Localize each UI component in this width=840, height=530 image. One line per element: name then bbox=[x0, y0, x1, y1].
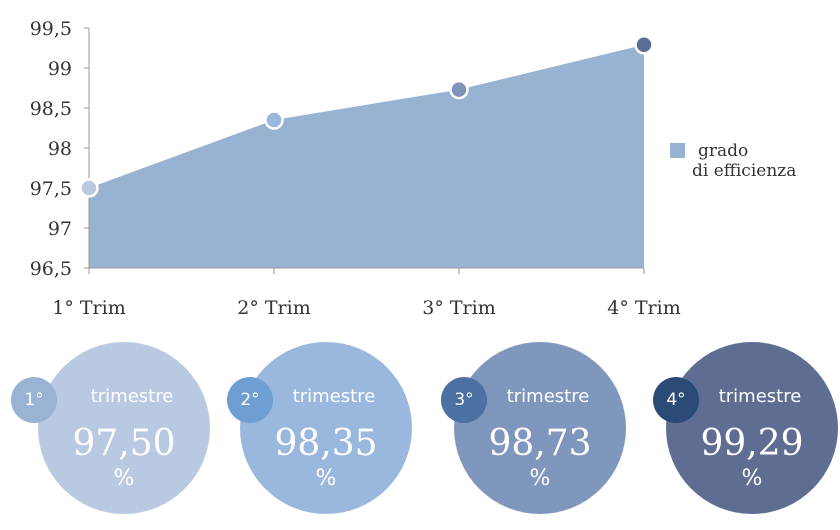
legend-swatch bbox=[670, 143, 685, 158]
data-points bbox=[79, 35, 654, 198]
efficiency-area bbox=[89, 44, 644, 268]
data-point bbox=[264, 110, 284, 130]
quarter-unit: % bbox=[113, 466, 135, 491]
quarter-badge: 4° bbox=[653, 377, 699, 423]
quarter-label: trimestre bbox=[90, 386, 174, 407]
quarter-summary: 1° trimestre 97,50 % 2° trimestre 98,35 … bbox=[0, 340, 840, 530]
quarter-circle bbox=[38, 342, 210, 514]
y-tick-label: 99,5 bbox=[30, 18, 72, 40]
quarter-label: trimestre bbox=[506, 386, 590, 407]
quarter-badge: 3° bbox=[441, 377, 487, 423]
x-tick-label: 2° Trim bbox=[237, 297, 310, 319]
legend-label-line1: grado bbox=[698, 141, 748, 161]
quarter-label: trimestre bbox=[718, 386, 802, 407]
x-tick-label: 3° Trim bbox=[422, 297, 495, 319]
x-tick-label: 4° Trim bbox=[607, 297, 680, 319]
x-tick-label: 1° Trim bbox=[52, 297, 125, 319]
quarter-value: 97,50 bbox=[72, 423, 176, 464]
quarter-value: 98,73 bbox=[488, 423, 592, 464]
area-chart: 96,5 97 97,5 98 98,5 99 99,5 1° Trim 2° Trim 3° … bbox=[30, 18, 797, 319]
quarter-card-3: 3° trimestre 98,73 % bbox=[441, 342, 626, 514]
quarter-circle bbox=[454, 342, 626, 514]
quarter-unit: % bbox=[741, 466, 763, 491]
y-tick-label: 97,5 bbox=[30, 178, 72, 200]
quarter-badge: 1° bbox=[11, 377, 57, 423]
data-point bbox=[449, 79, 469, 100]
quarter-card-2: 2° trimestre 98,35 % bbox=[227, 342, 412, 514]
quarter-unit: % bbox=[315, 466, 337, 491]
quarter-unit: % bbox=[529, 466, 551, 491]
y-tick-label: 98 bbox=[48, 138, 72, 160]
quarter-label: trimestre bbox=[292, 386, 376, 407]
y-axis-ticks: 96,5 97 97,5 98 98,5 99 99,5 bbox=[30, 18, 89, 280]
quarter-card-4: 4° trimestre 99,29 % bbox=[653, 342, 838, 514]
legend: grado di efficienza bbox=[670, 141, 796, 181]
x-axis-ticks: 1° Trim 2° Trim 3° Trim 4° Trim bbox=[52, 268, 681, 319]
quarter-value: 99,29 bbox=[700, 423, 804, 464]
quarter-circle bbox=[240, 342, 412, 514]
data-point bbox=[634, 35, 654, 55]
data-point bbox=[79, 178, 99, 198]
legend-label-line2: di efficienza bbox=[692, 161, 796, 181]
y-tick-label: 98,5 bbox=[30, 98, 72, 120]
y-tick-label: 99 bbox=[48, 58, 72, 80]
y-tick-label: 96,5 bbox=[30, 258, 72, 280]
quarter-value: 98,35 bbox=[274, 423, 378, 464]
quarter-badge: 2° bbox=[227, 377, 273, 423]
y-tick-label: 97 bbox=[48, 218, 72, 240]
quarter-circle bbox=[666, 342, 838, 514]
quarter-card-1: 1° trimestre 97,50 % bbox=[11, 342, 210, 514]
